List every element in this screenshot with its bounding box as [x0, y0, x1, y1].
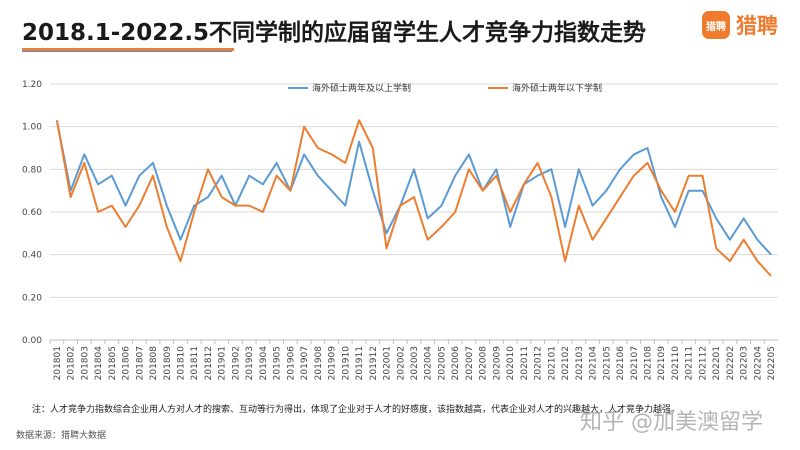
x-tick-label: 202003 — [410, 346, 420, 380]
x-tick-label: 202110 — [671, 346, 681, 381]
x-tick-label: 202103 — [575, 346, 585, 380]
x-tick-label: 201910 — [341, 346, 351, 381]
x-tick-label: 201901 — [218, 346, 228, 380]
series-line-2 — [55, 119, 772, 277]
x-tick-label: 201912 — [369, 346, 379, 380]
page-title: 2018.1-2022.5不同学制的应届留学生人才竞争力指数走势 — [22, 20, 647, 46]
x-tick-label: 202112 — [698, 346, 708, 380]
x-tick-label: 202006 — [451, 346, 461, 381]
x-tick-label: 201906 — [286, 346, 296, 381]
x-tick-label: 202012 — [534, 346, 544, 380]
x-tick-label: 202004 — [424, 346, 434, 381]
y-tick-label: 0.40 — [22, 251, 42, 261]
x-tick-label: 201806 — [122, 346, 132, 381]
x-tick-label: 202203 — [740, 346, 750, 380]
x-tick-label: 201909 — [328, 346, 338, 381]
x-tick-label: 202106 — [616, 346, 626, 381]
title-underline — [22, 48, 234, 51]
y-tick-label: 1.00 — [22, 123, 42, 133]
x-tick-label: 202111 — [685, 346, 695, 380]
x-tick-label: 201801 — [53, 346, 63, 380]
x-tick-label: 201907 — [300, 346, 310, 380]
footnote: 注：人才竞争力指数综合企业用人方对人才的搜索、互动等行为得出，体现了企业对于人才… — [32, 405, 681, 415]
y-tick-label: 0.80 — [22, 165, 42, 175]
x-tick-label: 201903 — [245, 346, 255, 380]
x-tick-label: 201808 — [149, 346, 159, 381]
x-tick-label: 201911 — [355, 346, 365, 380]
x-tick-label: 202109 — [657, 346, 667, 381]
x-tick-label: 201811 — [190, 346, 200, 380]
x-tick-label: 201905 — [273, 346, 283, 380]
x-tick-label: 202001 — [383, 346, 393, 380]
y-tick-label: 0.00 — [22, 336, 42, 346]
brand-logo: 猎聘 猎聘 — [702, 10, 778, 40]
x-tick-label: 201908 — [314, 346, 324, 381]
x-tick-label: 202007 — [465, 346, 475, 380]
x-tick-label: 202005 — [437, 346, 447, 380]
x-tick-label: 201805 — [108, 346, 118, 380]
x-tick-label: 201904 — [259, 346, 269, 381]
x-tick-label: 202202 — [726, 346, 736, 380]
legend-label-1: 海外硕士两年及以上学制 — [312, 82, 411, 94]
x-tick-label: 202204 — [753, 346, 763, 381]
x-tick-label: 201812 — [204, 346, 214, 380]
x-tick-label: 202008 — [479, 346, 489, 381]
x-tick-label: 201810 — [176, 346, 186, 381]
x-tick-label: 202002 — [396, 346, 406, 380]
x-tick-label: 201902 — [231, 346, 241, 380]
data-source: 数据来源：猎聘大数据 — [16, 431, 107, 441]
x-tick-label: 202011 — [520, 346, 530, 380]
y-tick-label: 0.60 — [22, 208, 42, 218]
watermark: 知乎 @加美澳留学 — [580, 410, 763, 435]
x-tick-label: 202101 — [547, 346, 557, 380]
x-tick-label: 202105 — [602, 346, 612, 380]
y-tick-label: 0.20 — [22, 293, 42, 303]
x-tick-label: 202010 — [506, 346, 516, 381]
x-tick-label: 202108 — [644, 346, 654, 381]
x-tick-label: 201804 — [94, 346, 104, 381]
x-tick-label: 201803 — [80, 346, 90, 380]
x-tick-label: 202205 — [767, 346, 777, 380]
legend-label-2: 海外硕士两年以下学制 — [512, 82, 602, 94]
x-tick-label: 201802 — [67, 346, 77, 380]
x-tick-label: 202009 — [492, 346, 502, 381]
x-tick-label: 202104 — [589, 346, 599, 381]
y-tick-label: 1.20 — [22, 80, 42, 90]
title-underline-blue — [22, 51, 232, 52]
x-tick-label: 202107 — [630, 346, 640, 380]
brand-logo-text: 猎聘 — [736, 14, 778, 38]
x-tick-label: 201809 — [163, 346, 173, 381]
x-tick-label: 201807 — [135, 346, 145, 380]
x-tick-label: 202201 — [712, 346, 722, 380]
brand-logo-icon: 猎聘 — [702, 11, 730, 39]
x-tick-label: 202102 — [561, 346, 571, 380]
line-chart: 0.00 0.20 0.40 0.60 0.80 1.00 1.20 201801 201802… — [22, 80, 778, 381]
series-line-1 — [55, 120, 772, 256]
